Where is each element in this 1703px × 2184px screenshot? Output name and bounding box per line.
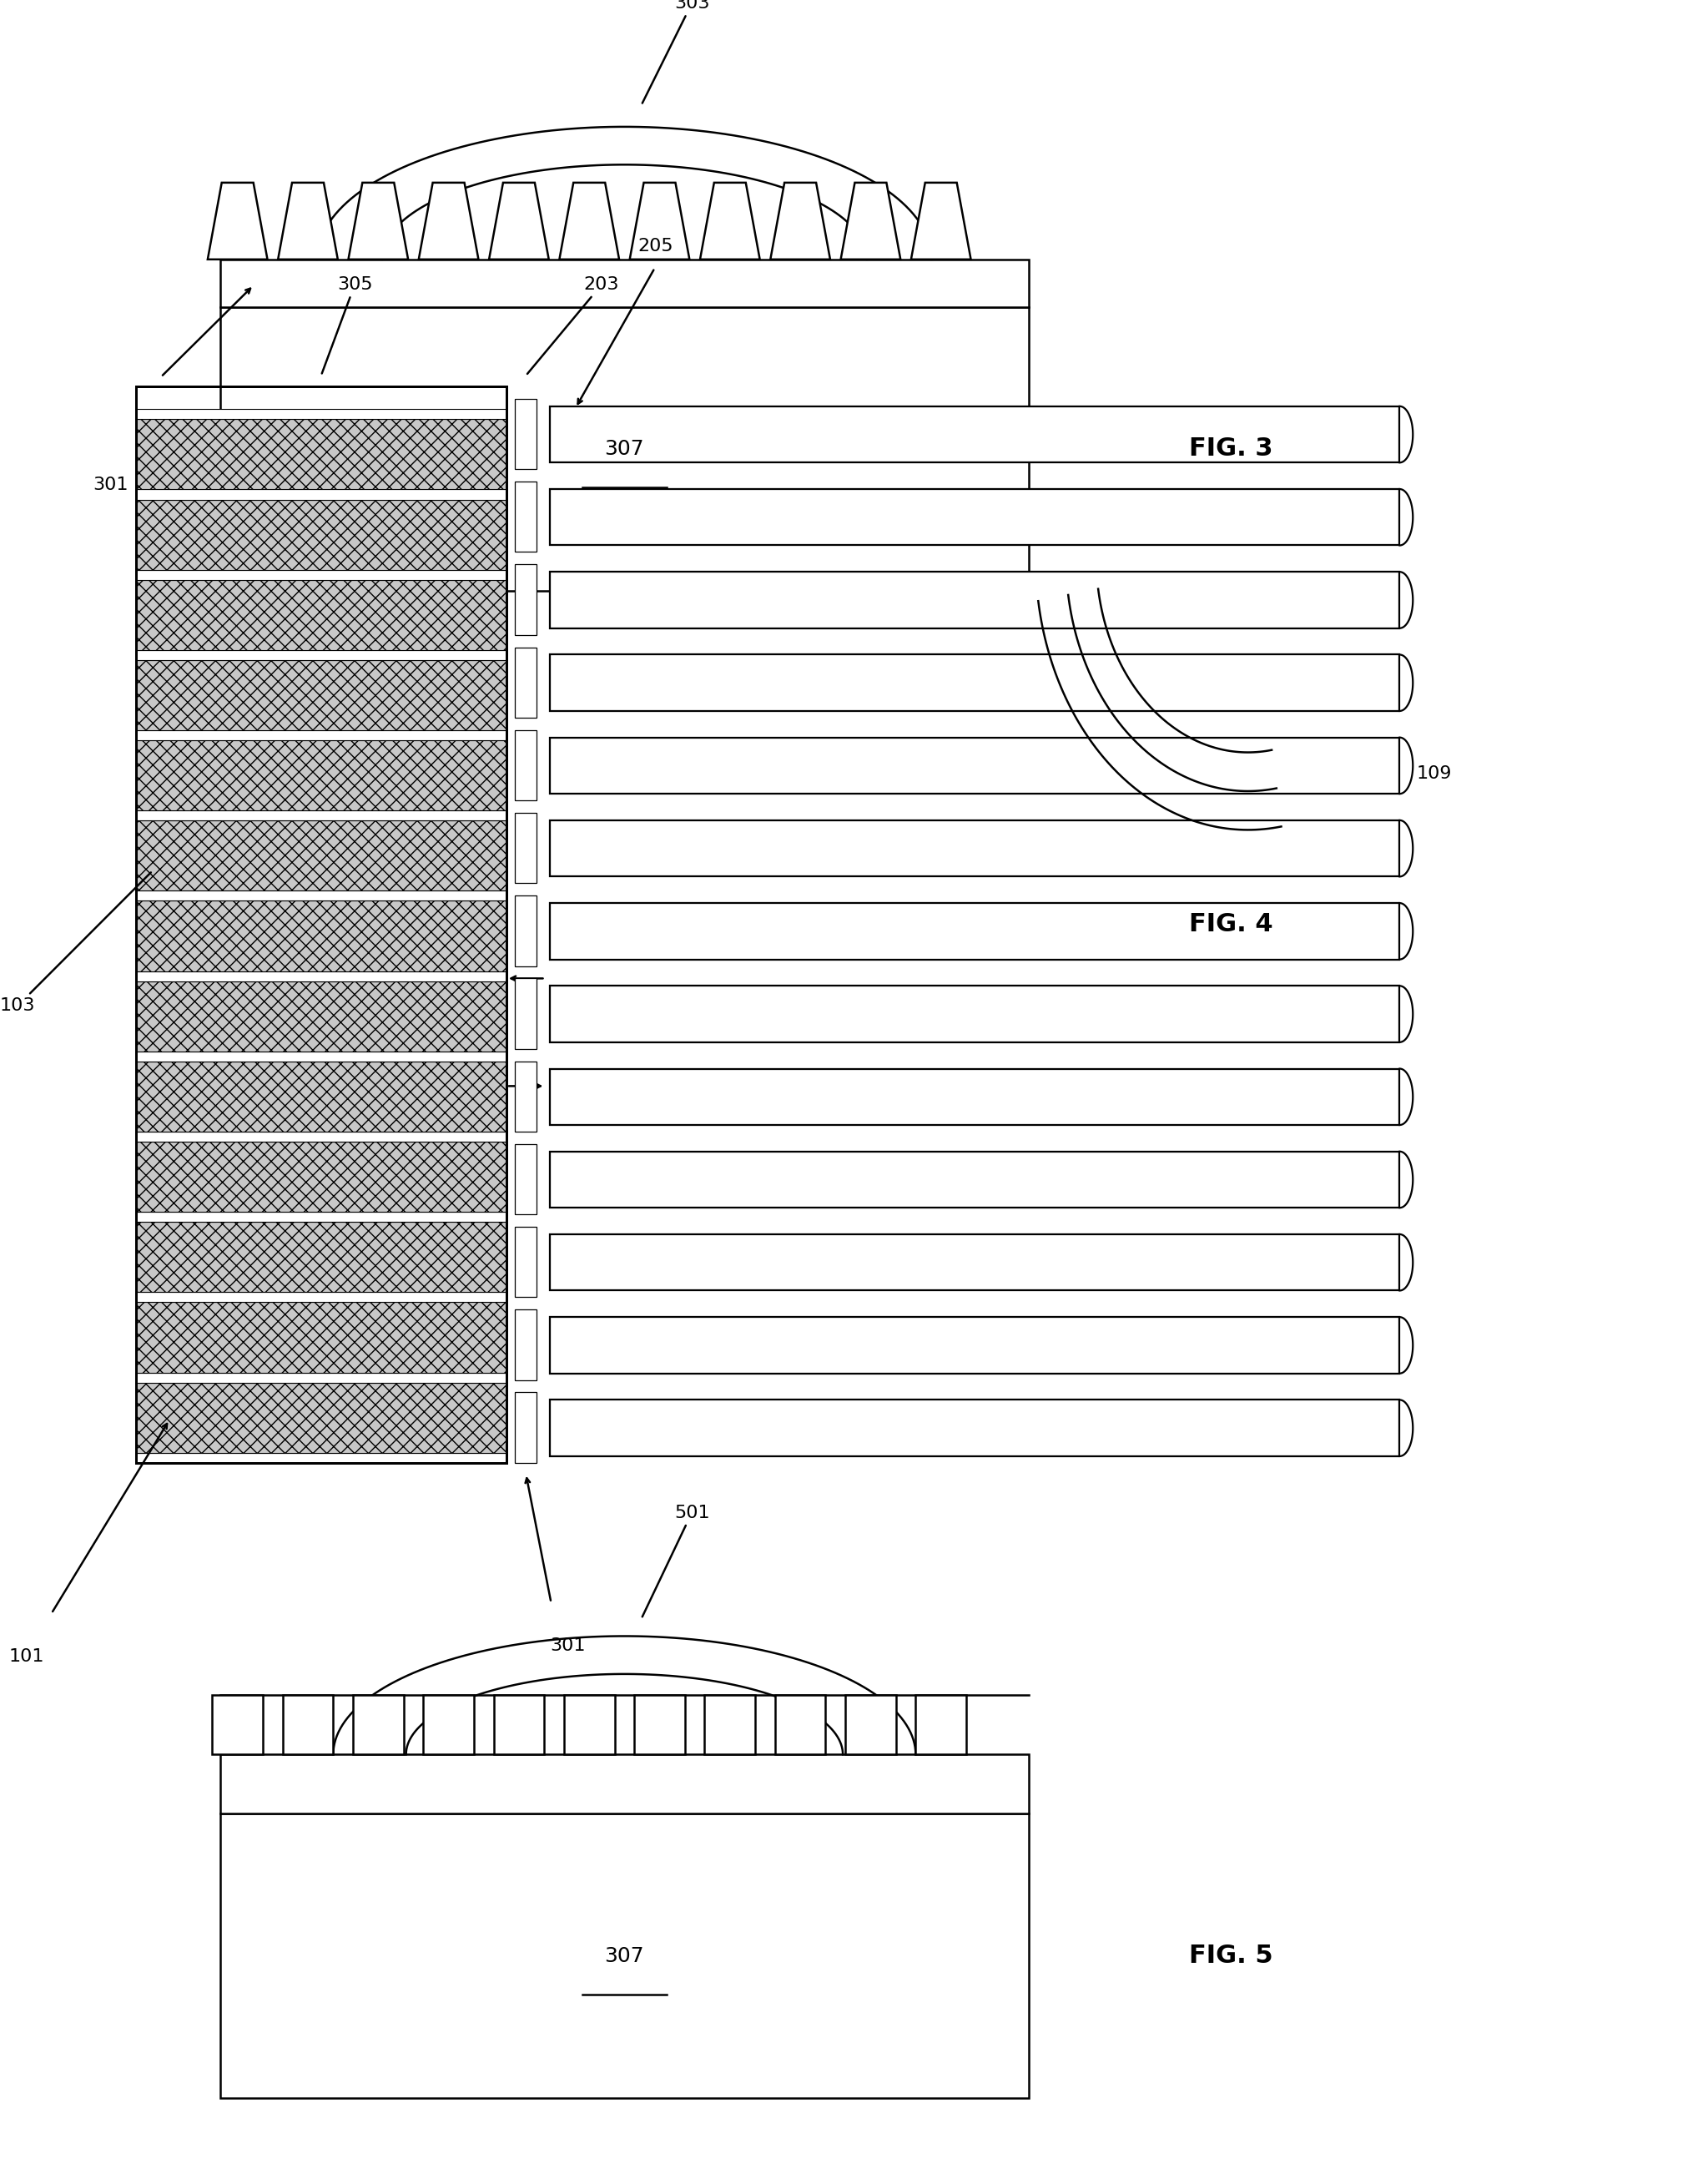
Polygon shape bbox=[208, 183, 267, 260]
Bar bbox=[136, 1452, 506, 1463]
Bar bbox=[136, 891, 506, 900]
Bar bbox=[136, 500, 506, 570]
Bar bbox=[705, 1695, 754, 1754]
Text: 305: 305 bbox=[322, 275, 373, 373]
Bar bbox=[550, 738, 1400, 793]
Bar bbox=[514, 400, 536, 470]
Text: 101: 101 bbox=[9, 1649, 44, 1664]
Bar bbox=[514, 483, 536, 553]
Text: FIG. 4: FIG. 4 bbox=[1189, 913, 1274, 937]
Bar bbox=[136, 1212, 506, 1223]
Text: FIG. 3: FIG. 3 bbox=[1189, 437, 1274, 461]
Bar bbox=[220, 1754, 1029, 1813]
Bar bbox=[514, 1393, 536, 1463]
Bar bbox=[136, 740, 506, 810]
Bar bbox=[514, 1061, 536, 1131]
Bar bbox=[550, 1400, 1400, 1457]
Bar bbox=[514, 978, 536, 1048]
Text: 307: 307 bbox=[605, 1946, 644, 1966]
Bar bbox=[213, 1695, 262, 1754]
Bar bbox=[514, 563, 536, 636]
Bar bbox=[550, 489, 1400, 546]
Bar bbox=[514, 812, 536, 882]
Text: 203: 203 bbox=[528, 275, 620, 373]
Bar bbox=[514, 1227, 536, 1297]
Polygon shape bbox=[770, 183, 829, 260]
Polygon shape bbox=[841, 183, 901, 260]
Polygon shape bbox=[559, 183, 620, 260]
Bar bbox=[514, 646, 536, 719]
Bar bbox=[550, 902, 1400, 959]
Bar bbox=[550, 406, 1400, 463]
Bar bbox=[136, 579, 506, 651]
Text: 109: 109 bbox=[1417, 767, 1453, 782]
Bar bbox=[514, 1310, 536, 1380]
Bar bbox=[550, 1068, 1400, 1125]
Bar bbox=[136, 489, 506, 500]
Polygon shape bbox=[489, 183, 548, 260]
Bar bbox=[220, 1813, 1029, 2099]
Bar bbox=[550, 1317, 1400, 1374]
Bar bbox=[845, 1695, 896, 1754]
Bar bbox=[220, 260, 1029, 306]
Bar bbox=[550, 655, 1400, 712]
Bar bbox=[136, 1382, 506, 1452]
Text: 301: 301 bbox=[550, 1638, 586, 1653]
Bar bbox=[550, 1234, 1400, 1291]
Bar bbox=[514, 895, 536, 965]
Text: 307: 307 bbox=[605, 439, 644, 459]
Bar bbox=[424, 1695, 473, 1754]
Bar bbox=[136, 1131, 506, 1142]
Bar bbox=[136, 651, 506, 660]
Bar bbox=[220, 306, 1029, 592]
Bar bbox=[564, 1695, 615, 1754]
Text: 103: 103 bbox=[0, 871, 152, 1013]
Bar bbox=[494, 1695, 545, 1754]
Bar bbox=[353, 1695, 404, 1754]
Bar bbox=[136, 1142, 506, 1212]
Polygon shape bbox=[630, 183, 690, 260]
Bar bbox=[136, 972, 506, 981]
Bar bbox=[136, 419, 506, 489]
Bar bbox=[136, 660, 506, 729]
Bar bbox=[136, 900, 506, 972]
Bar bbox=[136, 1293, 506, 1302]
Bar bbox=[775, 1695, 826, 1754]
Polygon shape bbox=[278, 183, 337, 260]
Bar bbox=[550, 821, 1400, 876]
Bar bbox=[136, 810, 506, 821]
Bar bbox=[550, 985, 1400, 1042]
Polygon shape bbox=[349, 183, 409, 260]
Text: 205: 205 bbox=[639, 238, 673, 256]
Bar bbox=[136, 387, 506, 1463]
Text: 301: 301 bbox=[92, 476, 128, 494]
Bar bbox=[136, 981, 506, 1051]
Polygon shape bbox=[700, 183, 760, 260]
Bar bbox=[136, 729, 506, 740]
Polygon shape bbox=[419, 183, 479, 260]
Bar bbox=[136, 821, 506, 891]
Polygon shape bbox=[911, 183, 971, 260]
Bar bbox=[550, 1151, 1400, 1208]
Text: FIG. 5: FIG. 5 bbox=[1189, 1944, 1274, 1968]
Bar bbox=[550, 572, 1400, 629]
Text: 501: 501 bbox=[642, 1505, 710, 1616]
Bar bbox=[136, 1061, 506, 1131]
Bar bbox=[634, 1695, 685, 1754]
Text: 303: 303 bbox=[642, 0, 710, 103]
Bar bbox=[916, 1695, 966, 1754]
Bar bbox=[514, 1144, 536, 1214]
Bar bbox=[136, 1372, 506, 1382]
Bar bbox=[514, 729, 536, 799]
Bar bbox=[136, 570, 506, 579]
Bar bbox=[136, 1223, 506, 1293]
Bar bbox=[136, 408, 506, 419]
Bar bbox=[136, 1302, 506, 1372]
Bar bbox=[136, 1051, 506, 1061]
Bar bbox=[283, 1695, 334, 1754]
